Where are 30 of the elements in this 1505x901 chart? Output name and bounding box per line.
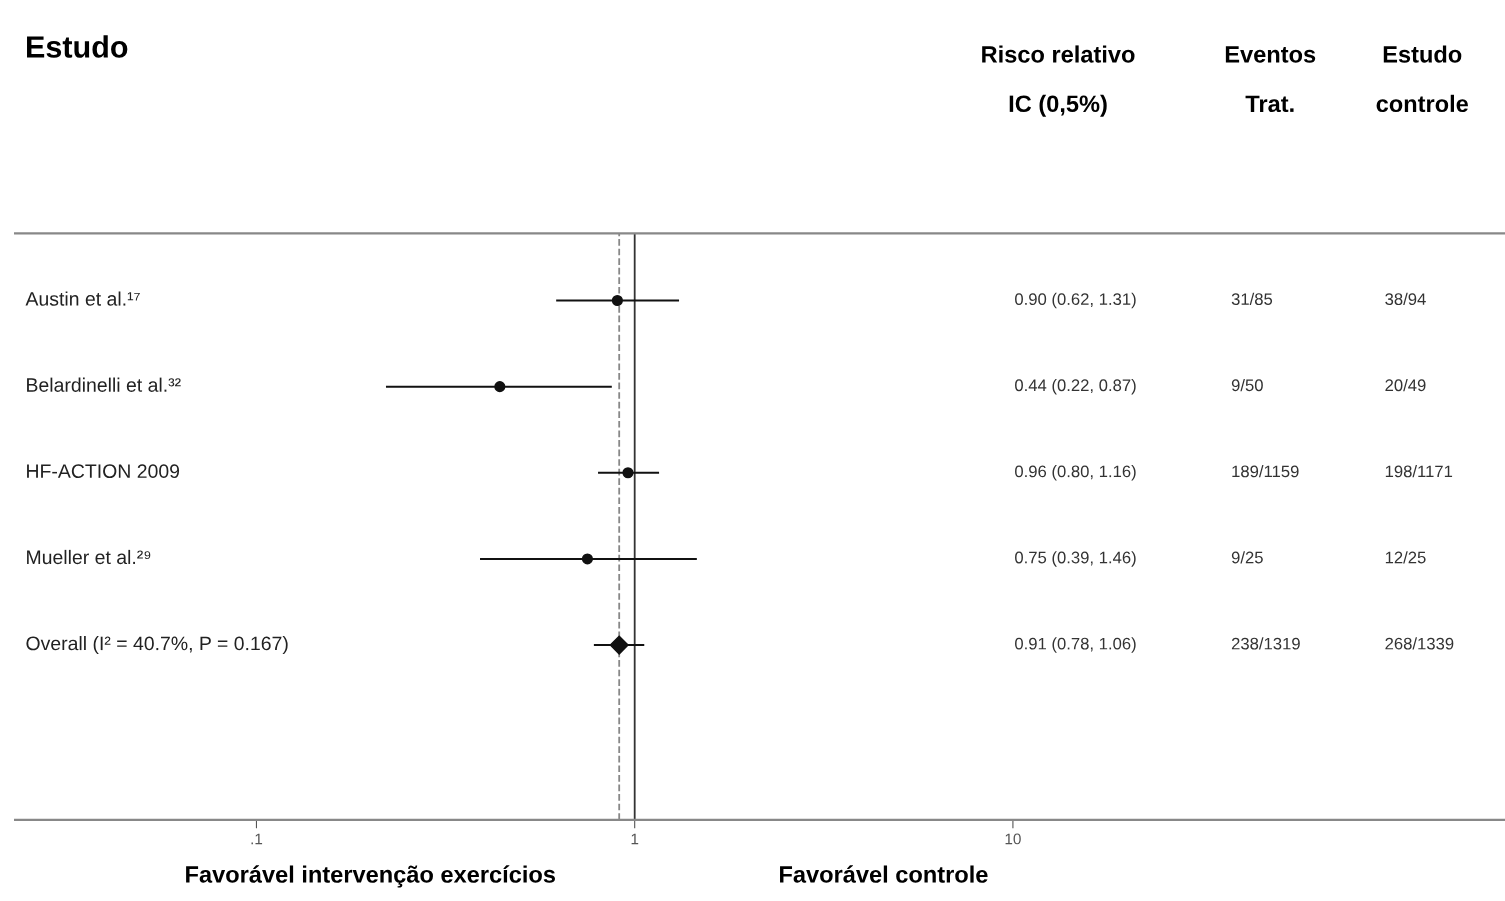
- y-tick-label: Overall (I² = 40.7%, P = 0.167): [26, 636, 288, 655]
- text: Estudo: [1383, 45, 1462, 63]
- x-tick-label: 10: [1005, 833, 1021, 845]
- annotation: 0.44 (0.22, 0.87): [1015, 378, 1136, 395]
- annotation: 0.90 (0.62, 1.31): [1015, 292, 1136, 309]
- annotation: 189/1159: [1232, 465, 1299, 478]
- annotation: 38/94: [1385, 292, 1426, 306]
- y-tick-label: Mueller et al.²⁹: [27, 549, 151, 565]
- annotation: 0.75 (0.39, 1.46): [1015, 551, 1136, 567]
- annotation: 268/1339: [1385, 637, 1454, 650]
- x-tick-label: 1: [631, 833, 639, 845]
- annotation: 0.96 (0.80, 1.16): [1015, 465, 1136, 481]
- text: Eventos Trat.: [1225, 46, 1316, 113]
- y-tick-label: Belardinelli et al.³²: [27, 377, 181, 392]
- annotation: 238/1319: [1231, 637, 1300, 650]
- x-tick-label: .1: [251, 833, 263, 845]
- text: controle: [1376, 94, 1468, 113]
- y-tick-label: Austin et al.¹⁷: [25, 291, 140, 306]
- annotation: 198/1171: [1385, 465, 1453, 478]
- text: Favorável intervenção exercícios: [186, 865, 555, 888]
- y-tick-label: HF-ACTION 2009: [27, 464, 180, 479]
- annotation: 31/85: [1231, 292, 1273, 306]
- annotation: 0.91 (0.78, 1.06): [1015, 637, 1136, 653]
- text: Estudo: [27, 35, 128, 58]
- annotation: 9/50: [1231, 378, 1263, 392]
- annotation: 12/25: [1385, 551, 1426, 564]
- annotation: 9/25: [1231, 551, 1263, 564]
- annotation: 20/49: [1385, 378, 1426, 392]
- text: Favorável controle: [780, 865, 988, 883]
- text: Risco relativo IC (0,5%): [982, 45, 1135, 117]
